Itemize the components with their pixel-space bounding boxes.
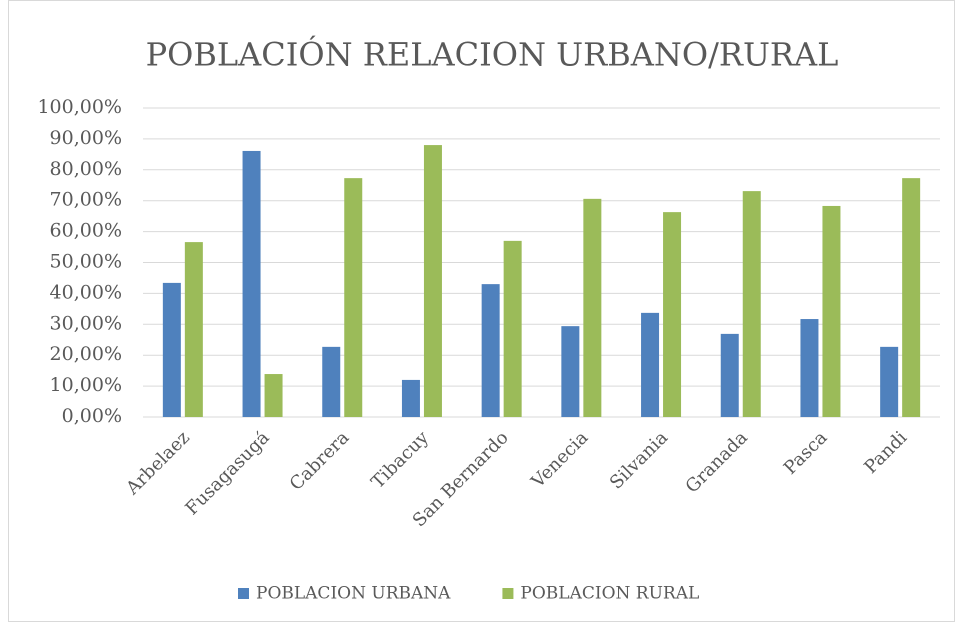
bar (800, 319, 819, 417)
bar (720, 333, 739, 417)
chart-title: POBLACIÓN RELACION URBANO/RURAL (146, 36, 839, 74)
bar (184, 242, 203, 417)
bar (162, 282, 181, 417)
y-tick-label: 20,00% (50, 343, 122, 365)
bar (902, 178, 921, 417)
y-tick-label: 10,00% (50, 374, 122, 396)
bar (344, 178, 363, 417)
legend-swatch (238, 588, 249, 599)
legend-label: POBLACION RURAL (520, 584, 699, 604)
y-tick-label: 30,00% (50, 312, 122, 334)
bar (742, 191, 761, 417)
bar (822, 205, 841, 417)
bar (880, 346, 899, 417)
chart-frame (8, 0, 955, 622)
bar (401, 379, 420, 417)
bar (663, 212, 682, 417)
bar (641, 312, 660, 417)
y-tick-label: 70,00% (50, 189, 122, 211)
bar (322, 346, 341, 417)
bar (583, 198, 602, 417)
bar (481, 284, 500, 417)
bar (264, 374, 283, 417)
bar (423, 145, 442, 417)
y-tick-label: 60,00% (50, 220, 122, 242)
y-tick-label: 40,00% (50, 281, 122, 303)
bar (561, 326, 580, 417)
legend-swatch (502, 588, 514, 599)
bar (503, 240, 522, 417)
y-tick-label: 80,00% (50, 158, 122, 180)
y-tick-label: 50,00% (50, 251, 122, 273)
y-tick-label: 0,00% (62, 405, 122, 427)
y-tick-label: 90,00% (50, 127, 122, 149)
y-tick-label: 100,00% (37, 96, 122, 118)
bar (242, 150, 261, 418)
legend-label: POBLACION URBANA (256, 584, 451, 604)
